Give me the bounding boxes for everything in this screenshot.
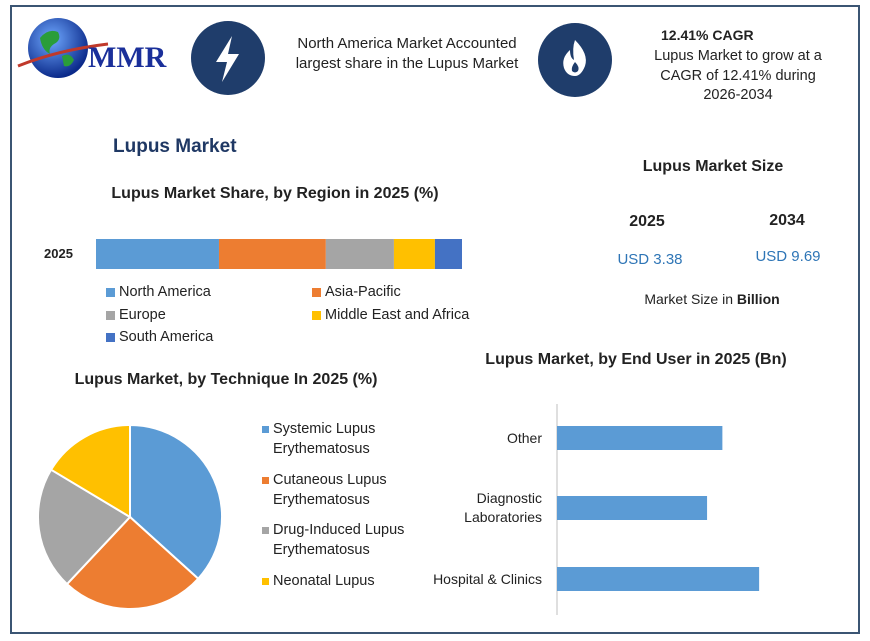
- size-value: USD 9.69: [755, 248, 821, 265]
- size-value: USD 3.38: [617, 251, 683, 268]
- pie-slice: [37, 468, 132, 586]
- legend-swatch: [312, 288, 321, 297]
- size-year: 2034: [769, 212, 805, 229]
- legend-swatch: [106, 288, 115, 297]
- highlight-text: North America Market Accounted largest s…: [295, 35, 519, 73]
- section-title: Lupus Market: [113, 136, 237, 157]
- bar-segment: [393, 239, 435, 269]
- legend-swatch: [262, 527, 269, 534]
- y-tick-label: Hospital & Clinics: [433, 570, 542, 587]
- chart-title: Lupus Market Share, by Region in 2025 (%…: [111, 185, 439, 202]
- legend-swatch: [106, 333, 115, 342]
- bar: [557, 567, 760, 591]
- size-year: 2025: [629, 213, 665, 230]
- legend-label: Drug-Induced Lupus Erythematosus: [273, 522, 405, 558]
- chart-title: Lupus Market, by Technique In 2025 (%): [74, 371, 378, 388]
- size-title: Lupus Market Size: [642, 158, 784, 175]
- legend-label: South America: [119, 329, 214, 345]
- legend-swatch: [262, 426, 269, 433]
- legend-label: Europe: [119, 307, 166, 323]
- legend-label: Asia-Pacific: [325, 284, 401, 300]
- legend-swatch: [106, 311, 115, 320]
- legend-swatch: [262, 578, 269, 585]
- y-tick-label: Other: [506, 429, 542, 446]
- cagr-text: Lupus Market to grow at a CAGR of 12.41%…: [654, 48, 822, 104]
- size-note: Market Size in Billion: [600, 290, 824, 309]
- legend-label: Middle East and Africa: [325, 307, 470, 323]
- icon-bolt: [191, 21, 265, 95]
- pie-slice: [49, 423, 131, 519]
- legend-label: North America: [119, 284, 211, 300]
- bar: [557, 426, 723, 450]
- bar-segment: [434, 239, 462, 269]
- chart-title: Lupus Market, by End User in 2025 (Bn): [485, 351, 787, 368]
- bar: [557, 496, 708, 520]
- size-note-text: Market Size in: [644, 291, 734, 307]
- bar-segment: [96, 239, 219, 269]
- frame: [10, 5, 860, 634]
- logo-text: MMR: [88, 41, 167, 74]
- pie-slice: [129, 423, 223, 581]
- legend-label: Systemic Lupus Erythematosus: [273, 421, 376, 457]
- size-note-unit: Billion: [736, 291, 780, 307]
- legend-swatch: [312, 311, 321, 320]
- legend-label: Cutaneous Lupus Erythematosus: [273, 472, 387, 508]
- cagr-title: 12.41% CAGR: [661, 27, 754, 43]
- legend-label: Neonatal Lupus: [273, 573, 375, 589]
- y-tick-label: 2025: [44, 246, 73, 261]
- y-tick-label: Diagnostic Laboratories: [464, 490, 542, 525]
- bar-segment: [218, 239, 326, 269]
- pie-slice: [65, 515, 200, 610]
- logo-globe: [17, 18, 109, 78]
- legend-swatch: [262, 477, 269, 484]
- bar-segment: [325, 239, 394, 269]
- icon-flame: [538, 23, 612, 97]
